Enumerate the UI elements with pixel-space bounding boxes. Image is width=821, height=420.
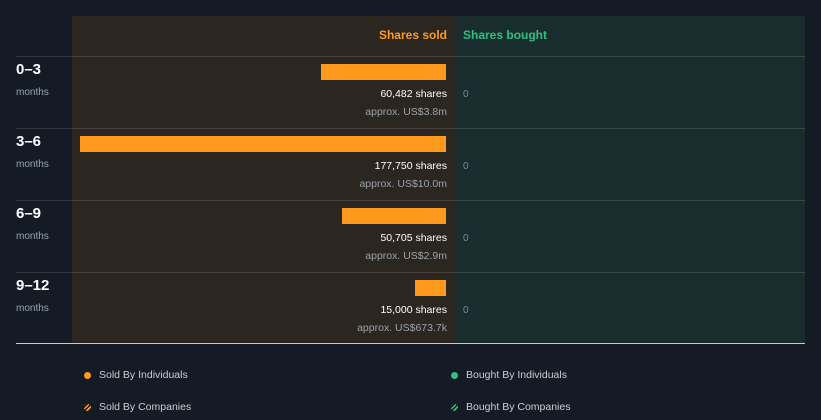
legend-swatch-bought-individuals	[451, 371, 458, 379]
row-divider	[16, 200, 805, 201]
legend-label-bought-individuals: Bought By Individuals	[466, 369, 567, 381]
sold-bar	[342, 208, 446, 224]
legend-sold-companies: Sold By Companies	[84, 401, 191, 413]
bought-shares-label: 0	[463, 233, 469, 244]
period-label: 6–9	[16, 205, 42, 222]
sold-shares-label: 177,750 shares	[374, 160, 447, 172]
sold-value-label: approx. US$3.8m	[365, 106, 447, 118]
sold-shares-label: 50,705 shares	[380, 232, 447, 244]
sold-bar	[321, 64, 446, 80]
sold-value-label: approx. US$10.0m	[359, 178, 447, 190]
period-unit-label: months	[16, 159, 49, 170]
legend-bought-companies: Bought By Companies	[451, 401, 570, 413]
sold-shares-label: 15,000 shares	[380, 304, 447, 316]
legend-swatch-bought-companies	[451, 403, 458, 411]
sold-value-label: approx. US$673.7k	[357, 322, 447, 334]
legend-label-sold-companies: Sold By Companies	[99, 401, 192, 413]
shares-bought-panel	[455, 16, 805, 343]
legend-sold-individuals: Sold By Individuals	[84, 369, 188, 381]
period-label: 9–12	[16, 277, 50, 294]
period-unit-label: months	[16, 303, 49, 314]
period-unit-label: months	[16, 87, 49, 98]
sold-value-label: approx. US$2.9m	[365, 250, 447, 262]
legend-label-bought-companies: Bought By Companies	[466, 401, 571, 413]
legend-swatch-sold-individuals	[84, 371, 91, 379]
sold-bar	[415, 280, 446, 296]
bought-shares-label: 0	[463, 305, 469, 316]
bought-shares-label: 0	[463, 89, 469, 100]
period-label: 0–3	[16, 61, 42, 78]
row-divider	[16, 56, 805, 57]
legend-label-sold-individuals: Sold By Individuals	[99, 369, 188, 381]
row-divider	[16, 128, 805, 129]
sold-bar	[80, 136, 446, 152]
row-divider	[16, 272, 805, 273]
legend-bought-individuals: Bought By Individuals	[451, 369, 567, 381]
period-label: 3–6	[16, 133, 42, 150]
period-unit-label: months	[16, 231, 49, 242]
axis-baseline	[16, 343, 805, 344]
bought-shares-label: 0	[463, 161, 469, 172]
legend-swatch-sold-companies	[84, 403, 91, 411]
shares-sold-header: Shares sold	[378, 28, 447, 42]
sold-shares-label: 60,482 shares	[380, 88, 447, 100]
shares-bought-header: Shares bought	[463, 28, 548, 42]
